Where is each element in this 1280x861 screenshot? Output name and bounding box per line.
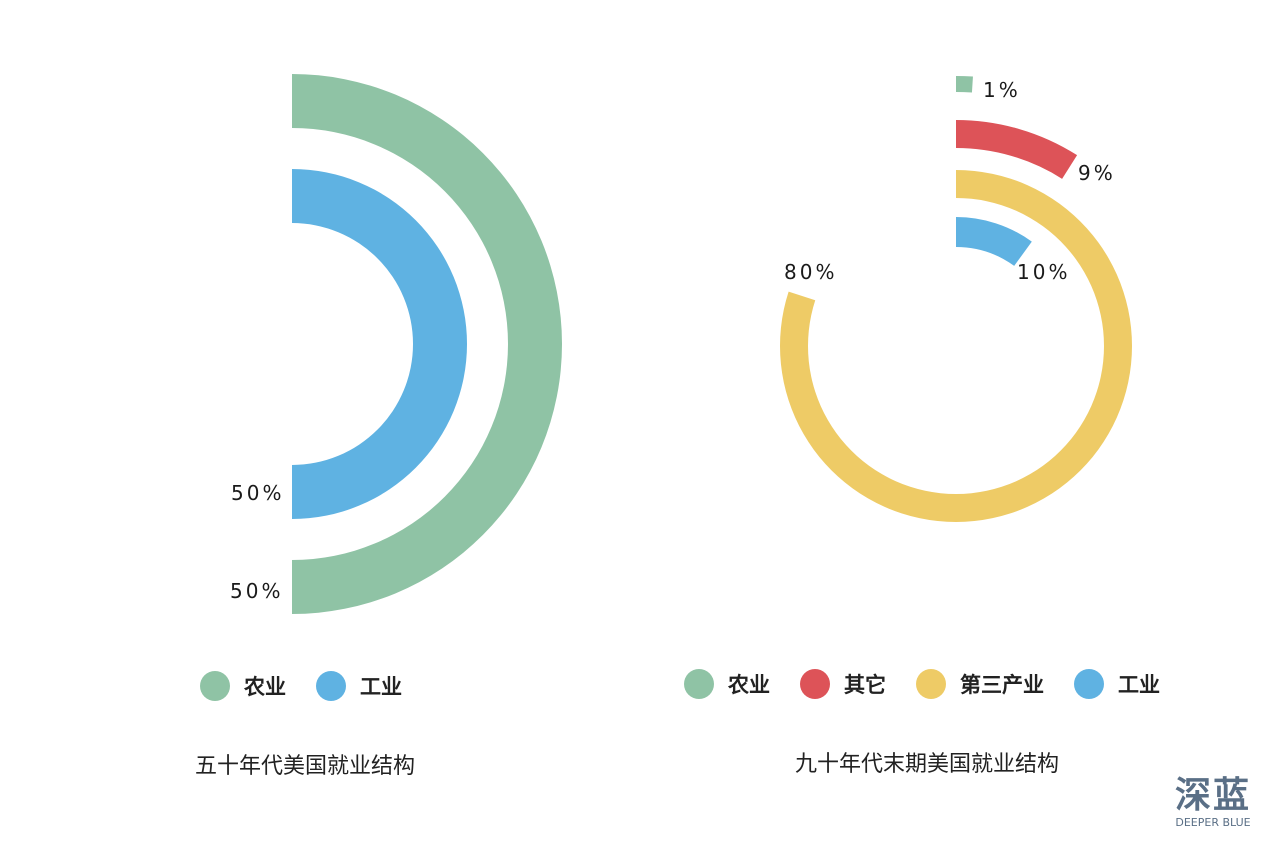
legend-label: 工业 bbox=[360, 675, 402, 699]
legend-swatch bbox=[316, 671, 346, 701]
chart-1990s: 1% 9% 80% 10% bbox=[780, 76, 1133, 522]
legend-label: 农业 bbox=[244, 675, 286, 699]
ring-series-1 bbox=[956, 120, 1078, 179]
legend-item-series-1: 工业 bbox=[316, 671, 402, 701]
legend-label: 工业 bbox=[1118, 673, 1160, 697]
legend-swatch bbox=[916, 669, 946, 699]
legend-swatch bbox=[200, 671, 230, 701]
ring-series-3 bbox=[956, 217, 1032, 266]
legend-1990s: 农业 其它 第三产业 工业 bbox=[684, 664, 1160, 704]
ring-series-0 bbox=[956, 76, 973, 93]
legend-label: 农业 bbox=[728, 673, 770, 697]
ring-series-1 bbox=[292, 169, 467, 519]
chart-1950s: 50% 50% bbox=[230, 74, 562, 614]
legend-label: 第三产业 bbox=[960, 673, 1044, 697]
caption-1950s: 五十年代美国就业结构 bbox=[195, 754, 416, 779]
data-label-series-0: 50% bbox=[230, 579, 283, 603]
legend-label: 其它 bbox=[844, 673, 886, 697]
data-label-series-3: 10% bbox=[1017, 260, 1070, 284]
data-label-series-0: 1% bbox=[983, 78, 1021, 102]
legend-swatch bbox=[684, 669, 714, 699]
legend-swatch bbox=[1074, 669, 1104, 699]
caption-1990s: 九十年代末期美国就业结构 bbox=[795, 752, 1060, 777]
data-label-series-1: 9% bbox=[1078, 161, 1116, 185]
legend-item-series-2: 第三产业 bbox=[916, 669, 1044, 699]
data-label-series-2: 80% bbox=[784, 260, 837, 284]
legend-item-series-0: 农业 bbox=[684, 669, 770, 699]
legend-1950s: 农业 工业 bbox=[200, 666, 402, 706]
ring-series-0 bbox=[292, 74, 562, 614]
watermark-cn: 深蓝 bbox=[1174, 775, 1251, 816]
legend-item-series-1: 其它 bbox=[800, 669, 886, 699]
legend-item-series-0: 农业 bbox=[200, 671, 286, 701]
data-label-series-1: 50% bbox=[231, 481, 284, 505]
legend-item-series-3: 工业 bbox=[1074, 669, 1160, 699]
watermark-en: DEEPER BLUE bbox=[1175, 816, 1251, 829]
watermark-logo: 深蓝 DEEPER BLUE bbox=[1166, 776, 1260, 830]
legend-swatch bbox=[800, 669, 830, 699]
